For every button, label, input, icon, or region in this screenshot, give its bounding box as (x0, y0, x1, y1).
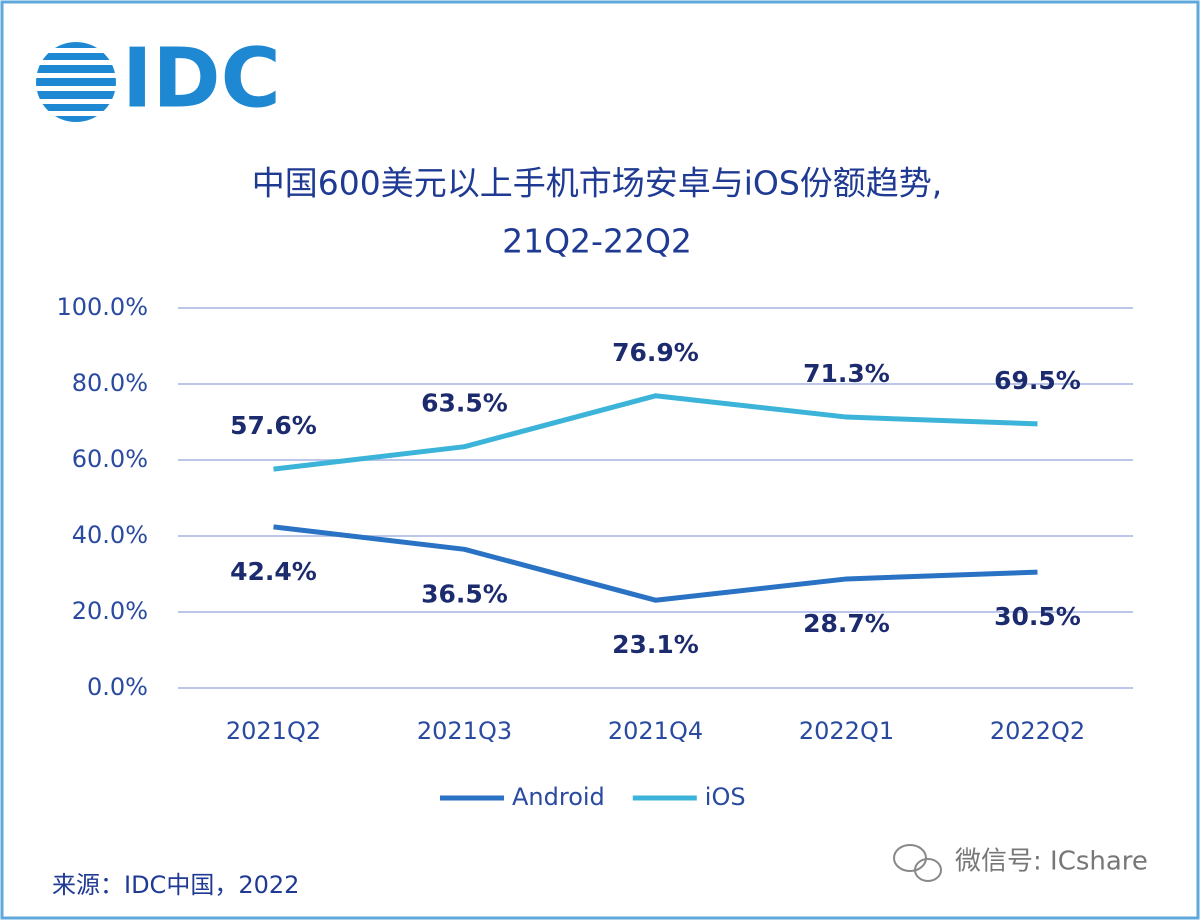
data-label: 71.3% (803, 359, 890, 388)
data-label: 69.5% (994, 366, 1081, 395)
x-tick-label: 2021Q3 (417, 717, 512, 745)
data-label: 57.6% (230, 411, 317, 440)
legend-label: iOS (705, 783, 746, 811)
data-label: 76.9% (612, 338, 699, 367)
series-line (273, 393, 1038, 472)
legend-label: Android (512, 783, 605, 811)
y-tick-label: 80.0% (72, 369, 148, 397)
x-tick-label: 2022Q1 (799, 717, 894, 745)
x-tick-label: 2021Q2 (226, 717, 321, 745)
data-label: 23.1% (612, 630, 699, 659)
data-label: 28.7% (803, 609, 890, 638)
y-tick-label: 100.0% (56, 293, 148, 321)
y-tick-label: 20.0% (72, 597, 148, 625)
x-tick-label: 2022Q2 (990, 717, 1085, 745)
data-label: 36.5% (421, 579, 508, 608)
y-tick-label: 40.0% (72, 521, 148, 549)
y-tick-label: 0.0% (87, 673, 148, 701)
data-label: 42.4% (230, 557, 317, 586)
chart-title: 中国600美元以上手机市场安卓与iOS份额趋势, (252, 164, 943, 203)
y-tick-label: 60.0% (72, 445, 148, 473)
watermark-icon (893, 844, 942, 882)
logo-mark (36, 42, 116, 122)
source: 来源：IDC中国，2022 (52, 871, 299, 899)
chart-subtitle: 21Q2-22Q2 (502, 222, 692, 261)
series-line (273, 524, 1038, 603)
watermark: 微信号: ICshare (955, 847, 1148, 877)
logo-text: IDC (122, 31, 281, 126)
data-label: 30.5% (994, 602, 1081, 631)
data-label: 63.5% (421, 389, 508, 418)
x-tick-label: 2021Q4 (608, 717, 703, 745)
